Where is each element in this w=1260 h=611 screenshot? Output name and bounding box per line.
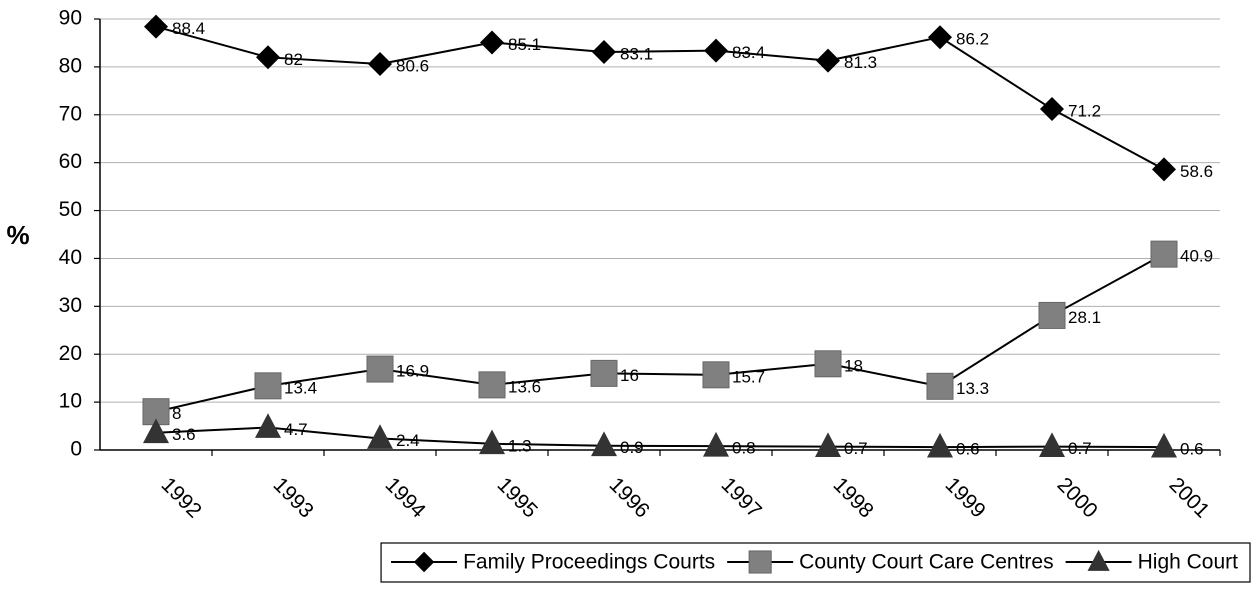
data-label: 13.3 (956, 379, 989, 398)
marker (1151, 432, 1177, 458)
data-label: 16.9 (396, 362, 429, 381)
marker (591, 431, 617, 457)
data-label: 0.6 (1180, 440, 1204, 459)
marker (590, 359, 618, 387)
x-tick-label: 2001 (1165, 473, 1214, 522)
y-tick-label: 90 (59, 7, 82, 30)
data-label: 58.6 (1180, 162, 1213, 181)
data-label: 1.3 (508, 436, 532, 455)
data-label: 85.1 (508, 35, 541, 54)
x-tick-label: 1994 (381, 473, 431, 523)
data-label: 13.6 (508, 377, 541, 396)
legend-item: Family Proceedings Courts (391, 551, 715, 574)
legend-label: High Court (1138, 551, 1239, 574)
y-axis-label: % (6, 220, 29, 250)
data-label: 0.6 (956, 440, 980, 459)
legend-label: Family Proceedings Courts (463, 551, 715, 574)
data-label: 18 (844, 356, 863, 375)
marker (928, 25, 952, 50)
data-label: 15.7 (732, 367, 765, 386)
marker (480, 30, 504, 55)
data-label: 88.4 (172, 19, 205, 38)
marker (478, 371, 506, 399)
data-label: 82 (284, 50, 303, 69)
marker (1087, 549, 1110, 571)
data-label: 83.1 (620, 45, 653, 64)
data-label: 71.2 (1068, 102, 1101, 121)
marker (1039, 432, 1065, 458)
series-line (155, 426, 1165, 449)
data-label: 0.9 (620, 438, 644, 457)
data-label: 80.6 (396, 56, 429, 75)
x-tick-label: 1998 (829, 473, 878, 522)
y-tick-label: 50 (59, 198, 82, 221)
y-tick-label: 70 (59, 102, 82, 125)
legend-label: County Court Care Centres (799, 551, 1053, 574)
marker (366, 355, 394, 383)
data-label: 81.3 (844, 53, 877, 72)
marker (816, 48, 840, 73)
marker (1150, 240, 1178, 268)
marker (413, 551, 435, 573)
x-tick-label: 1999 (941, 473, 990, 522)
x-tick-label: 2000 (1053, 473, 1102, 522)
series-line (155, 253, 1165, 413)
data-label: 0.8 (732, 439, 756, 458)
marker (815, 432, 841, 458)
marker (748, 550, 772, 574)
marker (926, 372, 954, 400)
marker (256, 45, 280, 70)
data-label: 40.9 (1180, 247, 1213, 266)
marker (367, 424, 393, 449)
y-tick-label: 20 (59, 342, 82, 365)
legend-item: County Court Care Centres (727, 550, 1054, 574)
y-tick-label: 10 (59, 390, 82, 413)
x-tick-label: 1992 (157, 473, 206, 522)
data-label: 0.7 (844, 439, 868, 458)
y-tick-label: 60 (59, 150, 82, 173)
marker (1038, 301, 1066, 329)
marker (143, 418, 169, 444)
data-label: 13.4 (284, 378, 317, 397)
data-label: 83.4 (732, 43, 765, 62)
data-label: 0.7 (1068, 439, 1092, 458)
x-tick-label: 1997 (717, 473, 766, 522)
x-tick-label: 1996 (605, 473, 654, 522)
marker (703, 431, 729, 457)
data-label: 8 (172, 404, 181, 423)
y-tick-label: 0 (70, 438, 82, 461)
data-label: 4.7 (284, 420, 308, 439)
marker (702, 361, 730, 389)
data-label: 16 (620, 366, 639, 385)
x-tick-label: 1993 (269, 473, 318, 522)
data-label: 86.2 (956, 30, 989, 49)
marker (255, 413, 281, 438)
marker (479, 429, 505, 455)
legend-item: High Court (1065, 549, 1239, 574)
marker (927, 432, 953, 458)
x-tick-label: 1995 (493, 473, 542, 522)
y-tick-label: 40 (59, 246, 82, 269)
marker (1152, 157, 1176, 182)
marker (144, 14, 168, 39)
marker (1040, 97, 1064, 122)
marker (814, 350, 842, 378)
marker (254, 372, 282, 400)
marker (592, 40, 616, 65)
marker (704, 38, 728, 63)
marker (368, 52, 392, 77)
data-label: 2.4 (396, 431, 420, 450)
y-tick-label: 30 (59, 294, 82, 317)
y-tick-label: 80 (59, 54, 82, 77)
data-label: 3.6 (172, 425, 196, 444)
series-line (155, 25, 1165, 171)
legend: Family Proceedings Courts County Court Ca… (380, 542, 1251, 583)
data-label: 28.1 (1068, 308, 1101, 327)
